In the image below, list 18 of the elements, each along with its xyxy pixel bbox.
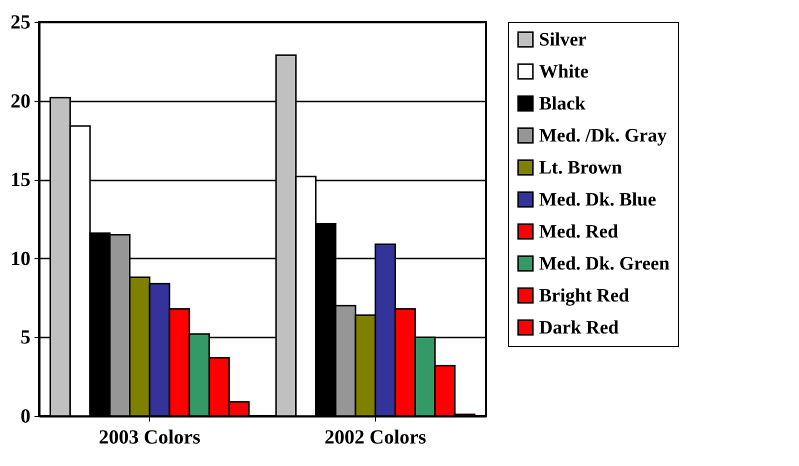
x-tick-label: 2003 Colors bbox=[98, 426, 201, 448]
y-tick-label: 20 bbox=[10, 90, 30, 112]
y-tick-label: 25 bbox=[10, 12, 30, 34]
legend-label: Med. Dk. Green bbox=[539, 254, 670, 274]
legend-label: Med. Red bbox=[539, 222, 619, 242]
y-tick-label: 0 bbox=[20, 406, 30, 428]
legend-label: Med. /Dk. Gray bbox=[539, 126, 668, 146]
y-tick-label: 15 bbox=[10, 169, 30, 192]
legend-label: Med. Dk. Blue bbox=[539, 190, 656, 210]
x-tick-label: 2002 Colors bbox=[324, 426, 426, 448]
y-tick-label: 10 bbox=[10, 248, 30, 270]
legend-label: Black bbox=[539, 94, 586, 114]
legend-label: Bright Red bbox=[539, 286, 630, 306]
legend-label: Lt. Brown bbox=[539, 158, 622, 178]
legend-label: Silver bbox=[539, 30, 588, 50]
legend-label: White bbox=[539, 62, 589, 82]
legend-label: Dark Red bbox=[539, 318, 620, 338]
y-tick-label: 5 bbox=[20, 326, 30, 349]
